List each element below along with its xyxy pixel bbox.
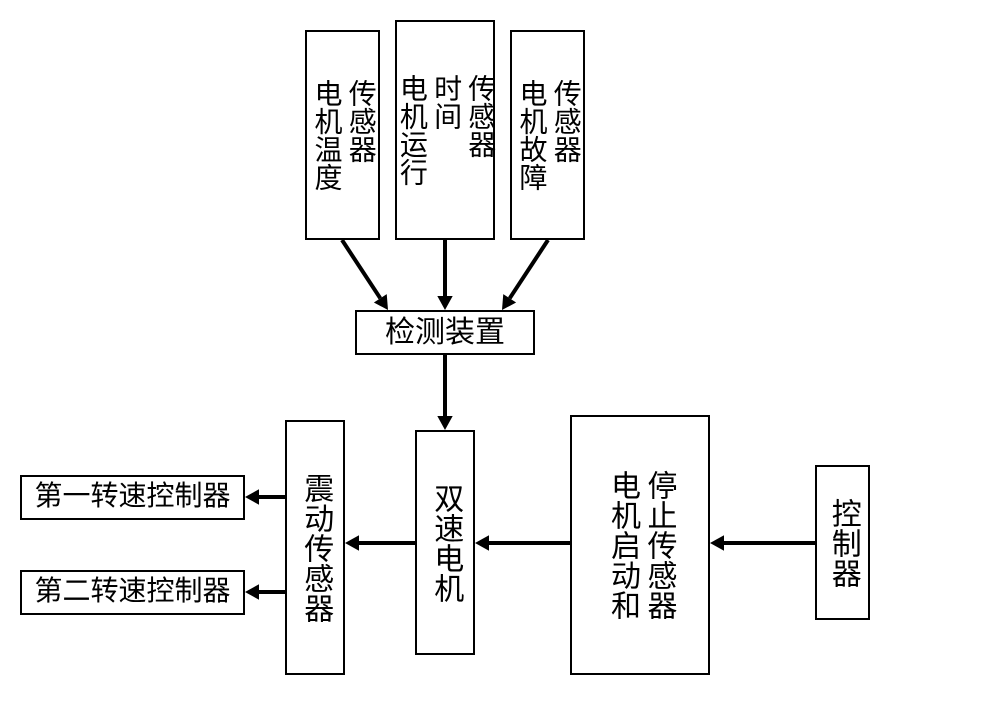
edge-arrow [0, 0, 1000, 715]
